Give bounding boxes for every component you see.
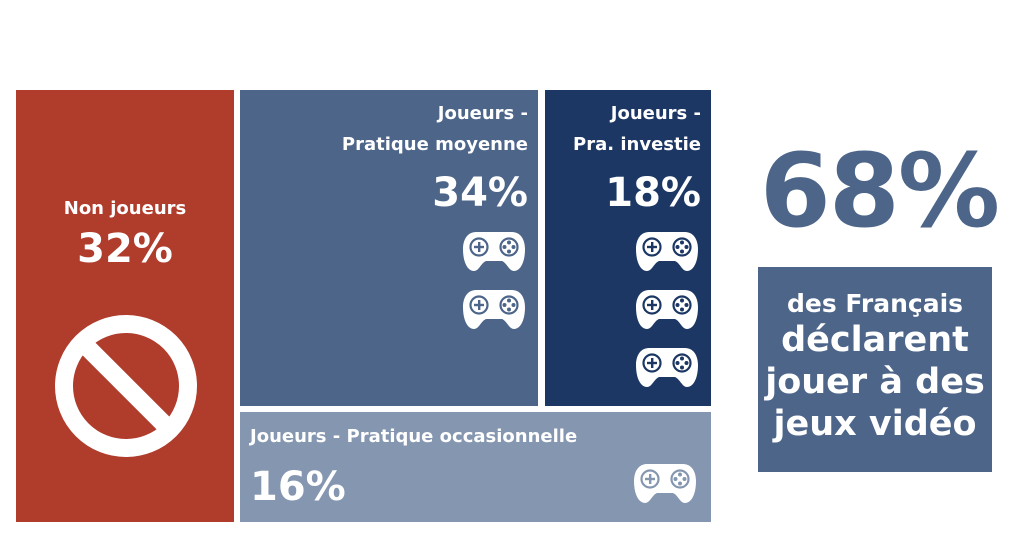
segment-value: 16% bbox=[250, 464, 346, 510]
total-players-value: 68% bbox=[759, 132, 1000, 251]
caption-line-2: déclarent bbox=[781, 320, 969, 360]
icon-column bbox=[462, 230, 526, 346]
callout-caption: des Français déclarent jouer à des jeux … bbox=[758, 267, 992, 472]
segment-pratique-investie: Joueurs - Pra. investie 18% bbox=[545, 90, 711, 406]
segment-label: Non joueurs bbox=[63, 198, 187, 219]
gamepad-icon bbox=[636, 290, 698, 329]
prohibited-icon bbox=[55, 315, 197, 457]
segment-value: 34% bbox=[432, 170, 528, 216]
caption-line-3: jouer à des bbox=[765, 362, 985, 402]
gamepad-icon bbox=[636, 232, 698, 271]
segment-pratique-moyenne: Joueurs - Pratique moyenne 34% bbox=[240, 90, 538, 406]
segment-label: Joueurs - Pratique moyenne bbox=[341, 103, 528, 155]
icon-column bbox=[635, 230, 699, 404]
gamepad-icon bbox=[463, 290, 525, 329]
gamepad-icon bbox=[634, 464, 696, 503]
gamepad-icon bbox=[636, 348, 698, 387]
segment-non-joueurs: Non joueurs 32% bbox=[16, 90, 234, 522]
segment-value: 32% bbox=[77, 226, 173, 272]
caption-line-4: jeux vidéo bbox=[773, 404, 977, 444]
gamepad-icon bbox=[463, 232, 525, 271]
segment-label: Joueurs - Pratique occasionnelle bbox=[250, 426, 578, 447]
segment-pratique-occasionnelle: Joueurs - Pratique occasionnelle 16% bbox=[240, 412, 711, 522]
caption-line-1: des Français bbox=[786, 289, 964, 318]
segment-value: 18% bbox=[605, 170, 701, 216]
segment-label: Joueurs - Pra. investie bbox=[573, 103, 701, 155]
